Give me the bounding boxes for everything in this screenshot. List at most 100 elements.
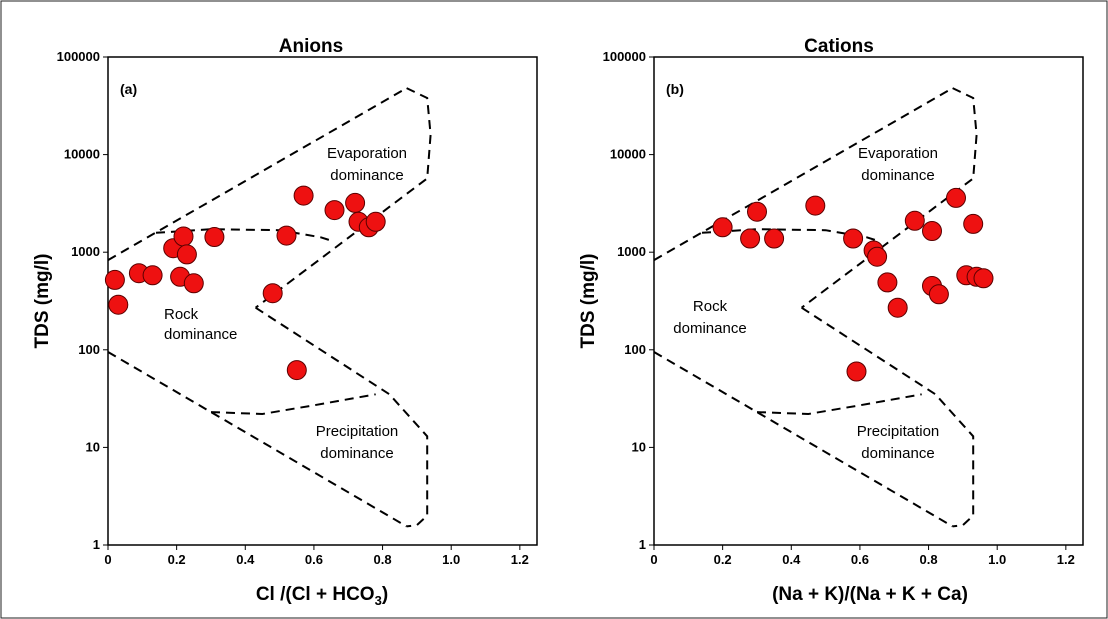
boundary-line [107, 87, 408, 261]
x-tick-label: 0.6 [305, 552, 323, 567]
gibbs-boundary-lines [653, 87, 978, 528]
y-tick-label: 100 [78, 342, 100, 357]
data-point [747, 201, 767, 222]
plot-frame [107, 56, 538, 546]
x-tick-label: 1.2 [1057, 552, 1075, 567]
data-point [173, 226, 194, 247]
x-axis-label-main: Cl /(Cl + HCO [256, 584, 375, 605]
data-point [712, 217, 733, 238]
data-point [142, 265, 163, 286]
data-point [805, 195, 826, 216]
data-point [928, 284, 949, 305]
data-point [324, 200, 345, 221]
y-tick-label: 1 [639, 537, 646, 552]
rock-label-line2: dominance [673, 320, 746, 337]
x-tick-label: 0 [650, 552, 657, 567]
y-tick-label: 1000 [71, 244, 100, 259]
data-point [108, 294, 129, 315]
data-point [104, 269, 125, 290]
panel-title: Anions [279, 36, 343, 57]
data-point [365, 211, 386, 232]
cations-panel: Cations (b) 0 0.2 0.4 0.6 0.8 1.0 1.2 1 10 100 100… [578, 36, 1084, 605]
x-tick-label: 0.2 [714, 552, 732, 567]
data-point [887, 297, 908, 318]
data-point [764, 228, 785, 249]
rock-label-line1: Rock [693, 298, 728, 315]
x-tick-label: 1.0 [442, 552, 460, 567]
data-point [204, 227, 225, 247]
evaporation-label-line1: Evaporation [858, 145, 938, 162]
data-point [843, 228, 864, 249]
x-tick-label: 0 [104, 552, 111, 567]
y-tick-label: 100000 [603, 49, 646, 64]
x-tick-label: 0.4 [236, 552, 255, 567]
data-point [740, 228, 761, 249]
evaporation-label-line2: dominance [330, 167, 403, 184]
y-tick-label: 10 [86, 439, 100, 454]
boundary-line [255, 306, 429, 528]
data-point [183, 273, 204, 294]
y-tick-label: 10000 [64, 147, 100, 162]
boundary-line [653, 351, 954, 528]
panel-title: Cations [804, 36, 874, 57]
x-tick-label: 0.4 [782, 552, 801, 567]
evaporation-label-line1: Evaporation [327, 145, 407, 162]
data-point [904, 210, 925, 231]
data-point [176, 244, 197, 265]
x-axis-label-tail: ) [382, 584, 388, 605]
y-tick-label: 100 [624, 342, 646, 357]
data-point [867, 246, 888, 267]
x-tick-label: 1.0 [988, 552, 1006, 567]
x-tick-label: 0.6 [851, 552, 869, 567]
rock-label-line2: dominance [164, 326, 237, 343]
data-point [345, 192, 366, 213]
anions-panel: Anions (a) 0 0.2 0.4 0.6 0.8 1.0 1.2 1 10 100 1000… [32, 36, 538, 608]
precipitation-label-line1: Precipitation [857, 423, 940, 440]
x-tick-label: 1.2 [511, 552, 529, 567]
y-axis-label: TDS (mg/l) [32, 254, 53, 349]
panel-label: (a) [120, 81, 137, 97]
data-point [946, 187, 966, 208]
evaporation-label-line2: dominance [861, 167, 934, 184]
precipitation-label-line1: Precipitation [316, 423, 399, 440]
x-axis-label: Cl /(Cl + HCO3) [256, 584, 388, 608]
plot-frame [653, 56, 1084, 546]
data-points [712, 187, 994, 382]
precipitation-label-line2: dominance [320, 445, 393, 462]
data-point [846, 361, 867, 382]
x-tick-label: 0.8 [374, 552, 392, 567]
data-point [293, 185, 314, 206]
y-tick-label: 10000 [610, 147, 646, 162]
x-axis-label: (Na + K)/(Na + K + Ca) [772, 584, 968, 605]
y-tick-label: 1000 [617, 244, 646, 259]
x-tick-label: 0.8 [920, 552, 938, 567]
axis-ticks: 0 0.2 0.4 0.6 0.8 1.0 1.2 1 10 100 1000 10000 100000 [603, 49, 1075, 567]
panel-label: (b) [666, 81, 684, 97]
boundary-line [701, 228, 881, 243]
boundary-line [210, 393, 376, 416]
precipitation-label-line2: dominance [861, 445, 934, 462]
y-tick-label: 10 [632, 439, 646, 454]
x-tick-label: 0.2 [168, 552, 186, 567]
data-point [276, 225, 297, 246]
data-point [963, 213, 984, 234]
boundary-line [756, 393, 922, 416]
boundary-line [107, 351, 408, 528]
data-point [973, 268, 994, 289]
boundary-line [653, 87, 954, 261]
data-point [877, 272, 898, 293]
boundary-line [254, 87, 432, 309]
axis-ticks: 0 0.2 0.4 0.6 0.8 1.0 1.2 1 10 100 1000 10000 100000 [57, 49, 529, 567]
data-point [922, 221, 942, 241]
data-point [286, 360, 307, 381]
boundary-line [800, 87, 978, 309]
data-points [104, 185, 386, 381]
rock-label-line1: Rock [164, 306, 199, 323]
data-point [262, 283, 283, 304]
y-axis-label: TDS (mg/l) [578, 254, 599, 349]
x-axis-label-subscript: 3 [375, 593, 382, 608]
boundary-line [801, 306, 975, 528]
y-tick-label: 1 [93, 537, 100, 552]
